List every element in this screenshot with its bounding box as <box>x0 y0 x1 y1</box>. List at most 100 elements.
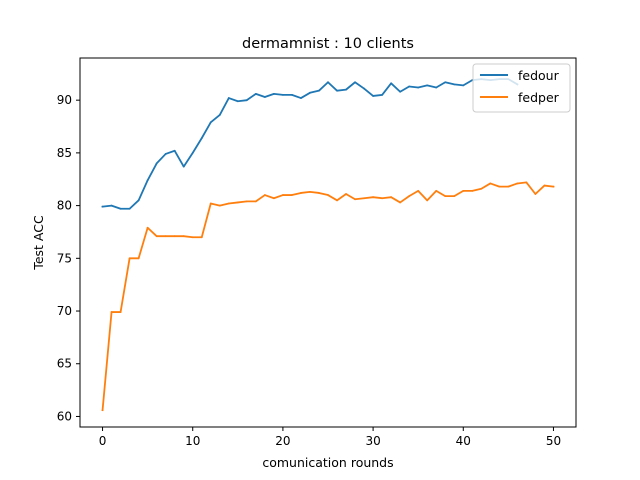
data-point-fedour <box>444 81 447 84</box>
data-point-fedour <box>426 84 429 87</box>
data-point-fedour <box>282 94 284 96</box>
data-point-fedper <box>498 185 501 188</box>
data-point-fedour <box>101 205 104 208</box>
data-point-fedper <box>408 195 411 198</box>
data-point-fedper <box>345 193 347 195</box>
data-point-fedper <box>417 189 420 192</box>
y-tick-label: 70 <box>57 304 72 318</box>
data-point-fedper <box>191 236 194 239</box>
data-point-fedper <box>300 192 302 194</box>
data-point-fedper <box>525 181 528 184</box>
x-tick-label: 10 <box>185 434 200 448</box>
data-point-fedper <box>263 194 266 196</box>
x-axis-ticks: 0 10 20 30 40 50 <box>99 427 561 448</box>
data-point-fedour <box>462 84 465 87</box>
data-point-fedour <box>390 82 393 85</box>
data-point-fedour <box>137 199 140 202</box>
data-point-fedper <box>444 195 447 198</box>
legend: fedour fedper <box>472 63 571 113</box>
data-point-fedper <box>543 184 546 187</box>
data-point-fedour <box>309 91 311 94</box>
data-point-fedper <box>426 199 429 202</box>
y-tick-label: 75 <box>57 251 72 265</box>
data-point-fedour <box>146 179 149 182</box>
data-point-fedour <box>318 89 320 92</box>
data-point-fedper <box>236 201 239 204</box>
data-point-fedper <box>363 197 365 200</box>
data-point-fedour <box>381 94 384 96</box>
data-point-fedper <box>390 196 393 199</box>
legend-label-fedour: fedour <box>518 68 560 83</box>
data-point-fedper <box>381 197 384 200</box>
data-point-fedper <box>552 185 555 188</box>
data-point-fedper <box>173 235 176 238</box>
data-point-fedour <box>263 96 266 98</box>
data-point-fedper <box>137 257 140 260</box>
data-point-fedour <box>399 90 402 93</box>
data-point-fedper <box>155 235 158 238</box>
data-point-fedper <box>119 311 122 313</box>
data-point-fedper <box>110 311 113 313</box>
x-tick-label: 20 <box>275 434 290 448</box>
data-point-fedper <box>435 189 438 192</box>
data-point-fedper <box>282 194 284 196</box>
data-point-fedour <box>291 94 293 96</box>
data-point-fedper <box>227 202 230 205</box>
data-point-fedper <box>372 196 374 199</box>
x-tick-label: 50 <box>546 434 561 448</box>
data-point-fedour <box>236 100 239 103</box>
data-point-fedper <box>507 185 510 188</box>
data-point-fedper <box>101 409 104 412</box>
data-point-fedper <box>200 236 203 239</box>
y-tick-label: 60 <box>57 409 72 423</box>
data-point-fedour <box>372 95 374 97</box>
data-point-fedour <box>128 207 131 210</box>
data-point-fedour <box>200 137 203 140</box>
data-point-fedour <box>417 86 420 89</box>
data-point-fedper <box>462 189 465 192</box>
x-axis-label: comunication rounds <box>262 455 393 470</box>
data-point-fedper <box>453 195 456 198</box>
data-point-fedper <box>516 182 519 185</box>
data-point-fedper <box>336 199 338 202</box>
data-point-fedour <box>254 92 257 95</box>
data-point-fedper <box>354 198 356 201</box>
data-point-fedper <box>245 200 248 203</box>
chart-title: dermamnist : 10 clients <box>242 36 414 52</box>
data-point-fedour <box>435 86 438 89</box>
y-axis-ticks: 60 65 70 75 80 85 90 <box>57 93 80 423</box>
data-point-fedper <box>489 182 492 185</box>
x-tick-label: 0 <box>99 434 107 448</box>
data-point-fedper <box>309 190 311 193</box>
data-point-fedper <box>480 187 483 190</box>
data-point-fedper <box>254 200 257 203</box>
data-point-fedour <box>182 165 185 168</box>
x-tick-label: 40 <box>456 434 471 448</box>
y-tick-label: 80 <box>57 199 72 213</box>
data-point-fedour <box>327 81 329 84</box>
data-point-fedper <box>182 235 185 238</box>
y-tick-label: 85 <box>57 146 72 160</box>
data-point-fedper <box>128 257 131 260</box>
data-point-fedour <box>354 81 356 84</box>
data-point-fedour <box>119 207 122 210</box>
data-point-fedper <box>164 235 167 238</box>
data-point-fedper <box>272 197 275 200</box>
data-point-fedour <box>218 114 221 116</box>
data-point-fedper <box>471 189 474 192</box>
data-point-fedour <box>209 121 212 124</box>
y-tick-label: 90 <box>57 93 72 107</box>
data-point-fedper <box>291 194 293 196</box>
y-axis-label: Test ACC <box>31 215 46 271</box>
plot-frame <box>79 57 577 428</box>
data-point-fedour <box>110 204 113 207</box>
data-point-fedour <box>453 83 456 86</box>
y-tick-label: 65 <box>57 357 72 371</box>
data-point-fedour <box>336 89 338 92</box>
data-point-fedour <box>363 87 365 90</box>
data-point-fedour <box>272 92 275 95</box>
legend-label-fedper: fedper <box>518 90 560 105</box>
data-point-fedper <box>327 194 329 196</box>
data-point-fedour <box>408 85 411 88</box>
data-point-fedour <box>173 149 176 152</box>
